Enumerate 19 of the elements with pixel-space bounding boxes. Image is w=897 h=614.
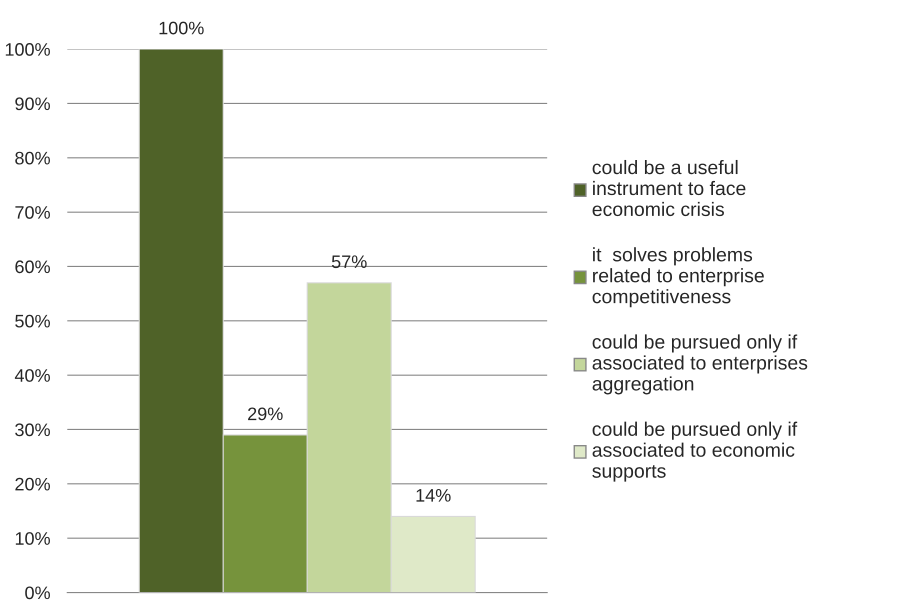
y-tick-label: 60% <box>15 260 50 274</box>
y-tick-label: 80% <box>15 152 50 165</box>
y-tick-label: 30% <box>15 423 50 436</box>
legend-label: could be pursued only if associated to economic supports <box>592 422 798 482</box>
data-label: 29% <box>248 407 283 420</box>
y-tick-label: 20% <box>15 478 50 491</box>
data-label: 100% <box>160 22 204 34</box>
y-tick-label: 0% <box>25 586 50 600</box>
y-tick-label: 90% <box>15 97 50 110</box>
y-tick-label: 40% <box>14 369 50 382</box>
y-tick-label: 70% <box>15 206 50 219</box>
y-tick-label: 50% <box>15 314 50 328</box>
legend-label: could be a useful instrument to face economic crisis <box>592 160 746 216</box>
legend-label: could be pursued only if associated to enterprises aggregation <box>592 334 808 394</box>
y-tick-label: 100% <box>6 43 50 56</box>
y-tick-label: 10% <box>16 532 50 545</box>
legend-label: it solves problems related to enterprise competitiveness <box>592 247 764 308</box>
data-label: 14% <box>416 489 451 502</box>
data-label: 57% <box>332 255 367 268</box>
